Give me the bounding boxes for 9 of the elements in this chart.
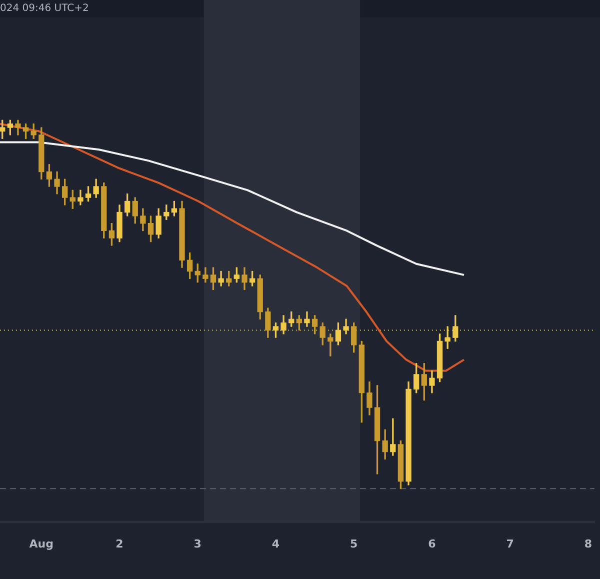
x-tick-label: 8: [584, 537, 592, 550]
x-tick-label: Aug: [29, 537, 54, 550]
x-tick-label: 6: [428, 537, 436, 550]
x-tick-label: 4: [272, 537, 280, 550]
x-tick-label: 2: [116, 537, 124, 550]
x-tick-label: 7: [506, 537, 514, 550]
text: 024 09:46 UTC+2: [0, 2, 89, 15]
x-tick-label: 3: [194, 537, 202, 550]
x-tick-label: 5: [350, 537, 358, 550]
